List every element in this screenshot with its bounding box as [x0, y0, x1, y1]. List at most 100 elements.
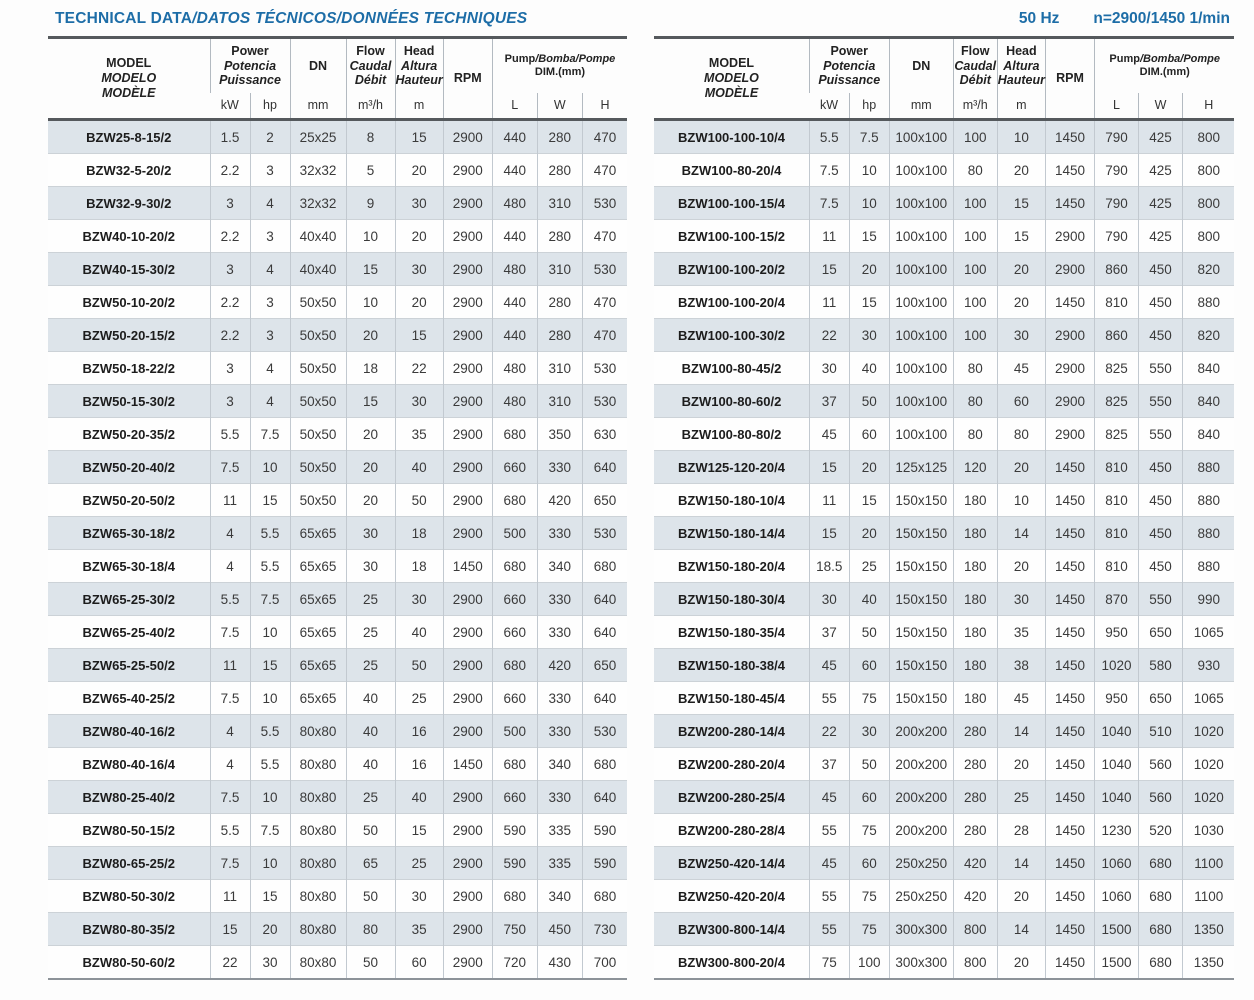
table-row: BZW50-20-15/2 2.2 3 50x50 20 15 2900 440 280 470	[48, 318, 628, 352]
value-cell: 280	[536, 219, 583, 253]
value-cell: 810	[1093, 483, 1139, 517]
value-cell: 580	[1137, 648, 1183, 682]
model-cell: BZW150-180-45/4	[654, 681, 810, 715]
value-cell: 2900	[442, 714, 493, 748]
model-cell: BZW25-8-15/2	[86, 129, 172, 145]
table-row: BZW250-420-20/4 55 75 250x250 420 20 1450 1060 6…	[654, 879, 1235, 913]
value-cell: 2900	[442, 483, 493, 517]
value-cell: 45	[996, 351, 1046, 385]
value-cell: 15	[345, 252, 395, 286]
value-cell: 125x125	[888, 450, 954, 484]
value-cell: 25	[394, 681, 444, 715]
model-cell: BZW65-40-25/2	[48, 681, 210, 715]
value-cell: 18	[394, 549, 444, 583]
value-cell: 450	[1137, 549, 1183, 583]
value-cell: 1450	[1044, 714, 1095, 748]
value-cell: 2	[249, 119, 290, 154]
col-header-head: Head Altura Hauteur	[394, 37, 444, 93]
value-cell: 1100	[1181, 846, 1235, 880]
unit-hp: hp	[249, 93, 290, 121]
model-cell: BZW100-80-80/2	[654, 417, 810, 451]
table-row: BZW32-5-20/2 2.2 3 32x32 5 20 2900 440 280 470	[48, 153, 628, 187]
value-cell: 790	[1093, 219, 1139, 253]
unit-head: m	[394, 93, 444, 121]
value-cell: 2.2	[209, 153, 250, 187]
value-cell: 10	[249, 780, 290, 814]
value-cell: 15	[394, 119, 444, 154]
value-cell: 120	[952, 450, 998, 484]
value-cell: 560	[1137, 747, 1183, 781]
value-cell: 330	[536, 516, 583, 550]
value-cell: 80x80	[289, 945, 346, 979]
value-cell: 3	[209, 384, 250, 418]
value-cell: 7.5	[848, 119, 890, 154]
value-cell: 5.5	[249, 516, 290, 550]
value-cell: 65x65	[289, 648, 346, 682]
value-cell: 150x150	[888, 549, 954, 583]
value-cell: 100x100	[888, 186, 954, 220]
value-cell: 2900	[442, 119, 493, 154]
value-cell: 2900	[442, 516, 493, 550]
value-cell: 2900	[442, 219, 493, 253]
value-cell: 11	[209, 483, 250, 517]
col-header-flow: Flow Caudal Débit	[952, 37, 998, 93]
value-cell: 1065	[1181, 615, 1235, 649]
value-cell: 1450	[1044, 285, 1095, 319]
value-cell: 180	[952, 516, 998, 550]
model-cell: BZW80-50-15/2	[48, 813, 210, 847]
value-cell: 15	[249, 483, 290, 517]
value-cell: 2900	[442, 813, 493, 847]
value-cell: 2900	[442, 351, 493, 385]
value-cell: 180	[952, 681, 998, 715]
value-cell: 530	[581, 516, 628, 550]
value-cell: 800	[952, 945, 998, 979]
value-cell: 65	[345, 846, 395, 880]
value-cell: 7.5	[209, 615, 250, 649]
value-cell: 75	[808, 945, 850, 979]
model-cell: BZW80-80-35/2	[48, 912, 210, 946]
value-cell: 660	[491, 681, 538, 715]
value-cell: 20	[996, 252, 1046, 286]
value-cell: 480	[491, 384, 538, 418]
unit-h: H	[1181, 93, 1235, 121]
value-cell: 40x40	[289, 219, 346, 253]
table-row: BZW40-15-30/2 3 4 40x40 15 30 2900 480 310 530	[48, 252, 628, 286]
value-cell: 20	[394, 153, 444, 187]
page-title: TECHNICAL DATA/DATOS TÉCNICOS/DONNÉES TE…	[55, 10, 527, 28]
tables-container: MODEL MODELO MODÈLE Power Potencia Puiss…	[0, 36, 1254, 980]
value-cell: 1450	[1044, 846, 1095, 880]
value-cell: 1020	[1181, 747, 1235, 781]
value-cell: 50	[345, 945, 395, 979]
value-cell: 1350	[1181, 945, 1235, 979]
model-cell: BZW65-25-40/2	[48, 615, 210, 649]
value-cell: 2900	[442, 417, 493, 451]
value-cell: 30	[394, 582, 444, 616]
value-cell: 480	[491, 351, 538, 385]
table-row: BZW100-80-20/4 7.5 10 100x100 80 20 1450 790 425…	[654, 153, 1235, 187]
value-cell: 14	[996, 516, 1046, 550]
value-cell: 5.5	[209, 582, 250, 616]
value-cell: 40	[394, 615, 444, 649]
col-header-dn: DN	[888, 37, 954, 93]
unit-h: H	[581, 93, 628, 121]
value-cell: 340	[536, 549, 583, 583]
value-cell: 25	[345, 648, 395, 682]
value-cell: 530	[581, 351, 628, 385]
value-cell: 880	[1181, 549, 1235, 583]
table-body-left: BZW25-8-15/2 1.5 2 25x25 8 15 2900 440 280 470 BZW…	[48, 119, 628, 979]
value-cell: 1060	[1093, 846, 1139, 880]
value-cell: 30	[345, 516, 395, 550]
value-cell: 800	[1181, 219, 1235, 253]
value-cell: 20	[345, 450, 395, 484]
value-cell: 800	[1181, 119, 1235, 154]
value-cell: 18	[345, 351, 395, 385]
value-cell: 810	[1093, 285, 1139, 319]
value-cell: 20	[996, 549, 1046, 583]
col-header-model: MODEL MODELO MODÈLE	[654, 37, 810, 121]
value-cell: 450	[1137, 285, 1183, 319]
value-cell: 180	[952, 582, 998, 616]
value-cell: 650	[1137, 615, 1183, 649]
value-cell: 2900	[442, 186, 493, 220]
model-cell: BZW32-9-30/2	[48, 186, 210, 220]
value-cell: 330	[536, 582, 583, 616]
